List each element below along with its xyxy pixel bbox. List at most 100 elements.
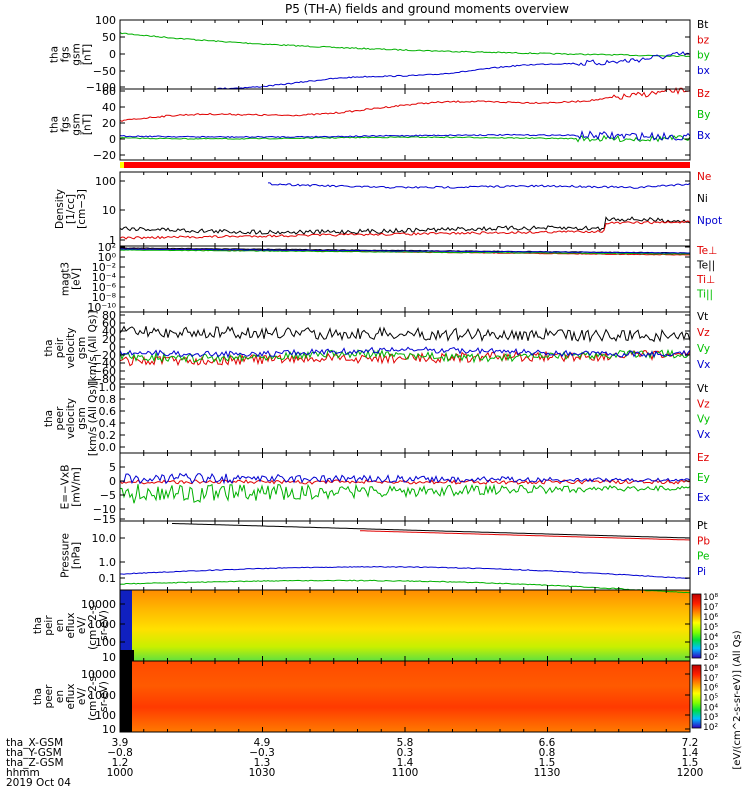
y-axis-label: fgs xyxy=(60,117,72,133)
panel-frame-temperature xyxy=(119,245,691,313)
ephemeris-value: 3.9 xyxy=(112,737,129,749)
ephemeris-value: 1.4 xyxy=(397,757,414,769)
y-axis-label: gsm xyxy=(71,113,83,135)
y-axis-label: [nT] xyxy=(82,44,94,65)
y-axis-label: gsm xyxy=(71,43,83,65)
y-tick-label: 40 xyxy=(102,101,116,114)
trace-Vx-ion xyxy=(119,346,691,359)
ephemeris-value: −0.3 xyxy=(249,747,275,759)
ephemeris-row-label: tha_Z-GSM xyxy=(6,757,64,769)
y-tick-label: 0 xyxy=(109,48,116,61)
y-tick-label: −40 xyxy=(93,357,116,370)
legend-entry: Ne xyxy=(697,171,711,183)
ephemeris-value: 1.5 xyxy=(539,757,556,769)
ephemeris-value: 0.3 xyxy=(397,747,414,759)
ephemeris-row-label: tha_Y-GSM xyxy=(6,747,62,759)
y-tick-label: 1000 xyxy=(88,618,116,631)
trace-Pt xyxy=(172,523,691,539)
colorbar-label: [eV/(cm^2-s-sr-eV)] (All Qs) xyxy=(732,630,743,769)
legend-entry: Ez xyxy=(697,452,710,464)
y-tick-label: 100 xyxy=(95,175,116,188)
trace-Ni xyxy=(119,216,691,235)
trace-Ey xyxy=(119,483,691,504)
panel-frame-fgs-dsl xyxy=(119,88,691,161)
trace-bx xyxy=(214,51,690,90)
trace-Vt-ion xyxy=(119,325,691,343)
colorbar-tick-label: 10⁷ xyxy=(703,603,718,613)
trace-Ti-par xyxy=(119,249,690,255)
x-axis-ephemeris: tha_X-GSM 3.9 4.9 5.8 6.6 7.2 tha_Y-GSM −0.8 −0.… xyxy=(6,737,703,789)
legend-entry: Pt xyxy=(697,520,707,532)
y-tick-label: 0.1 xyxy=(99,572,117,585)
trace-Ex xyxy=(119,472,691,485)
legend-entry: by xyxy=(697,50,710,62)
ephemeris-value: 5.8 xyxy=(397,737,414,749)
y-tick-label: 0.2 xyxy=(99,429,117,442)
legend-entry: Pi xyxy=(697,566,706,578)
trace-Ez xyxy=(119,479,691,485)
legend-entry: Vy xyxy=(697,414,710,426)
colorbar-strip-1 xyxy=(691,593,702,659)
legend-entry: Ex xyxy=(697,492,710,504)
y-tick-label: −80 xyxy=(93,373,116,386)
y-tick-label: 10⁻¹⁰ xyxy=(87,301,116,314)
y-axis-label: Density xyxy=(54,189,66,229)
date-label: 2019 Oct 04 xyxy=(6,777,71,789)
legend-entry: Ti|| xyxy=(696,289,713,301)
y-axis-label: magt3 xyxy=(60,262,72,296)
legend-entry: bx xyxy=(697,65,710,77)
y-axis-label: eflux xyxy=(65,684,77,710)
quality-flag-start xyxy=(120,162,124,168)
y-tick-label: 0.4 xyxy=(99,417,117,430)
y-axis-label: Pressure xyxy=(60,533,72,578)
legend-entry: Vz xyxy=(697,398,710,410)
y-axis-label: [km/s (All Qs)] xyxy=(87,381,99,456)
y-tick-label: −15 xyxy=(93,513,116,526)
ephemeris-value: 1000 xyxy=(107,767,134,779)
y-axis-label: eV/ xyxy=(76,687,88,705)
ion-spectrogram-fill xyxy=(120,590,690,661)
y-tick-label: 10⁻² xyxy=(92,261,116,274)
y-tick-label: 0 xyxy=(109,475,116,488)
y-axis-label: peer xyxy=(43,684,55,709)
colorbar-tick-label: 10⁸ xyxy=(703,664,718,674)
y-tick-label: 50 xyxy=(102,31,116,44)
colorbar: 10⁸10⁷10⁶10⁵10⁴10³10²10⁸10⁷10⁶10⁵10⁴10³1… xyxy=(691,593,743,770)
y-tick-label: 0.8 xyxy=(99,393,117,406)
legend-entry: bz xyxy=(697,34,710,46)
ephemeris-value: 1.2 xyxy=(112,757,129,769)
y-axis-label: tha xyxy=(32,688,44,705)
colorbar-tick-label: 10⁵ xyxy=(703,694,718,704)
y-tick-label: −60 xyxy=(93,365,116,378)
colorbar-tick-label: 10² xyxy=(703,653,718,663)
y-axis-label: tha xyxy=(43,410,55,427)
y-axis-label: (cm^2-s- xyxy=(87,601,99,650)
y-tick-label: 10.0 xyxy=(92,532,117,545)
y-tick-label: 40 xyxy=(102,325,116,338)
y-tick-label: 0 xyxy=(109,341,116,354)
ephemeris-value: 1.3 xyxy=(254,757,271,769)
y-tick-label: 10 xyxy=(102,651,116,664)
y-tick-label: 20 xyxy=(102,333,116,346)
legend-entry: Te|| xyxy=(696,260,715,272)
colorbar-tick-label: 10⁷ xyxy=(703,674,718,684)
y-tick-label: 10⁻⁸ xyxy=(92,291,117,304)
ephemeris-value: 1030 xyxy=(249,767,276,779)
y-tick-label: 5 xyxy=(109,461,116,474)
y-tick-label: 80 xyxy=(102,309,116,322)
y-tick-label: 10 xyxy=(102,723,116,736)
y-axis-label: (cm^2-s- xyxy=(87,672,99,721)
trace-Ne xyxy=(119,220,691,240)
y-axis-label: peir xyxy=(54,337,66,358)
y-axis-label: tha xyxy=(49,116,61,133)
legend-entry: Bz xyxy=(697,88,710,100)
legend-entry: Npot xyxy=(697,215,722,227)
y-axis-label: [nPa] xyxy=(71,542,83,569)
y-axis-label: E=−VxB xyxy=(60,465,72,510)
ephemeris-value: 1100 xyxy=(392,767,419,779)
y-tick-label: 1000 xyxy=(88,689,116,702)
y-tick-label: −50 xyxy=(93,65,116,78)
